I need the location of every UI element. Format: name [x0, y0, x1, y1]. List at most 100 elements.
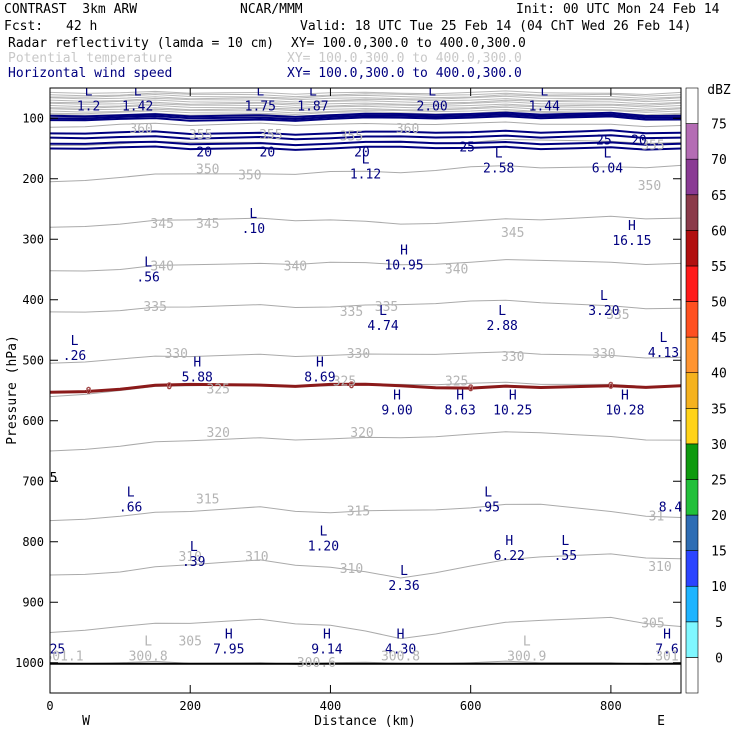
field-xy-reflectivity: XY= 100.0,300.0 to 400.0,300.0: [291, 36, 526, 51]
extremum-value: 4.30: [385, 643, 416, 658]
extremum-value: 2.00: [416, 99, 447, 114]
edge-marker: 5: [50, 471, 58, 486]
surface-theta-value: 300.8: [381, 650, 420, 665]
wind-contour-20: [50, 145, 681, 151]
fcst-label: Fcst:: [4, 19, 44, 34]
theta-contour-310: [50, 553, 681, 579]
extremum-type: H: [456, 389, 464, 404]
extremum-type: L: [309, 84, 317, 99]
extremum-value: 10.25: [493, 404, 532, 419]
extremum-value: .55: [554, 549, 577, 564]
y-tick-label: 200: [22, 172, 44, 186]
theta-label: 355: [340, 129, 363, 144]
y-tick-label: 400: [22, 293, 44, 307]
extremum-type: L: [600, 289, 608, 304]
colorbar-level-label: 5: [715, 616, 723, 631]
theta-label: 330: [592, 347, 615, 362]
x-tick-label: 600: [460, 699, 482, 713]
theta-label: 335: [340, 305, 363, 320]
extremum-value: 10.28: [605, 404, 644, 419]
colorbar-level-label: 15: [711, 545, 727, 560]
colorbar-swatch: [685, 407, 699, 445]
colorbar-swatch: [685, 479, 699, 516]
extremum-value: 8.69: [304, 370, 335, 385]
freezing-level-marker: 0: [608, 382, 613, 392]
theta-label: 335: [606, 308, 629, 323]
colorbar-level-label: 55: [711, 260, 727, 275]
extremum-value: .25: [42, 643, 65, 658]
extremum-value: 2.58: [483, 162, 514, 177]
colorbar-swatch: [685, 514, 699, 551]
theta-label: 310: [340, 562, 363, 577]
model-title: CONTRAST 3km ARW: [4, 2, 138, 17]
colorbar-swatch: [685, 443, 699, 480]
extremum-type: H: [393, 389, 401, 404]
colorbar-level-label: 70: [711, 153, 727, 168]
colorbar-units: dBZ: [707, 83, 731, 98]
freezing-level-line: [50, 382, 681, 394]
surface-extremum-type: L: [144, 635, 152, 650]
colorbar-level-label: 40: [711, 367, 727, 382]
freezing-level-marker: 0: [349, 381, 354, 391]
y-tick-label: 300: [22, 232, 44, 246]
colorbar-swatch: [685, 265, 699, 302]
freezing-level-marker: 0: [166, 382, 171, 392]
theta-label: 345: [501, 226, 524, 241]
theta-label: 325: [333, 374, 356, 389]
institution: NCAR/MMM: [240, 2, 303, 17]
freezing-level-marker: 0: [468, 384, 473, 394]
wind-contour-32: [50, 113, 681, 121]
extremum-value: 5.88: [182, 370, 213, 385]
x-tick-label: 200: [179, 699, 201, 713]
extremum-value: 1.20: [308, 540, 339, 555]
surface-theta-value: 300.6: [297, 656, 336, 671]
field-xy-wind: XY= 100.0,300.0 to 400.0,300.0: [287, 66, 522, 81]
extremum-value: 9.14: [311, 643, 342, 658]
upper-theta-contour: [50, 108, 681, 114]
extremum-value: 4.74: [367, 319, 398, 334]
init-time: Init: 00 UTC Mon 24 Feb 14: [516, 2, 720, 17]
upper-theta-contour: [50, 104, 681, 110]
wind-label: 20: [196, 146, 212, 161]
extremum-value: 1.2: [77, 99, 100, 114]
extremum-value: .56: [136, 270, 159, 285]
extremum-type: L: [134, 84, 142, 99]
field-label-theta: Potential temperature: [8, 51, 173, 66]
colorbar-level-label: 0: [715, 651, 723, 666]
extremum-value: 7.95: [213, 643, 244, 658]
extremum-value: 2.36: [388, 579, 419, 594]
theta-contour-315: [50, 503, 681, 522]
theta-label: 305: [178, 635, 201, 650]
surface-theta-value: 300.8: [129, 650, 168, 665]
y-tick-label: 700: [22, 474, 44, 488]
surface-theta-value: 301.1: [44, 650, 83, 665]
extremum-type: H: [663, 628, 671, 643]
wind-contour-22: [50, 140, 681, 147]
theta-label: 305: [641, 616, 664, 631]
extremum-type: L: [362, 153, 370, 168]
colorbar-level-label: 20: [711, 509, 727, 524]
extremum-type: L: [71, 334, 79, 349]
extremum-type: L: [400, 564, 408, 579]
extremum-type: L: [85, 84, 93, 99]
upper-theta-contour: [50, 97, 681, 103]
extremum-type: L: [249, 207, 257, 222]
extremum-type: H: [316, 355, 324, 370]
x-axis-label: Distance (km): [314, 714, 416, 729]
x-tick-label: 0: [46, 699, 53, 713]
theta-label: 360: [396, 122, 419, 137]
colorbar-level-label: 45: [711, 331, 727, 346]
valid-time: Valid: 18 UTC Tue 25 Feb 14 (04 ChT Wed …: [300, 19, 692, 34]
theta-contour-360: [50, 121, 681, 128]
colorbar-swatch: [685, 194, 699, 231]
colorbar-swatch: [685, 123, 699, 160]
extremum-value: 8.63: [444, 404, 475, 419]
extremum-value: 6.22: [494, 549, 525, 564]
extremum-type: L: [660, 331, 668, 346]
theta-label: 345: [196, 217, 219, 232]
theta-label: 335: [375, 300, 398, 315]
theta-label: 335: [143, 300, 166, 315]
extremum-value: .10: [242, 222, 265, 237]
colorbar-swatch: [685, 585, 699, 623]
